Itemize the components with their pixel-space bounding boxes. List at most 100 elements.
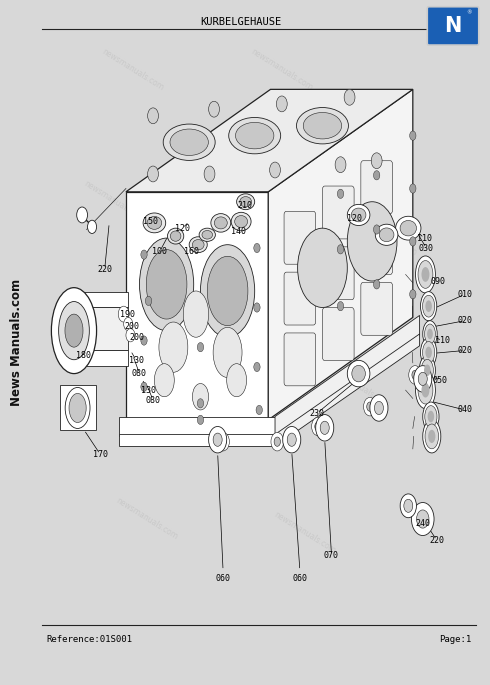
Circle shape xyxy=(412,503,434,536)
Ellipse shape xyxy=(193,384,209,410)
Text: 130: 130 xyxy=(129,356,144,365)
Circle shape xyxy=(77,207,88,223)
Circle shape xyxy=(276,96,287,112)
Text: 060: 060 xyxy=(216,574,231,583)
Ellipse shape xyxy=(419,356,436,385)
Circle shape xyxy=(367,402,373,411)
Circle shape xyxy=(197,342,204,352)
Text: 220: 220 xyxy=(429,536,444,545)
FancyBboxPatch shape xyxy=(59,385,96,429)
Text: 210: 210 xyxy=(237,201,252,210)
Polygon shape xyxy=(64,308,128,351)
Circle shape xyxy=(364,397,376,416)
Circle shape xyxy=(141,382,147,391)
Text: 200: 200 xyxy=(124,321,139,330)
Ellipse shape xyxy=(421,267,429,282)
Circle shape xyxy=(204,166,215,182)
Text: N: N xyxy=(444,16,462,36)
Circle shape xyxy=(338,301,343,311)
FancyBboxPatch shape xyxy=(284,272,316,325)
Ellipse shape xyxy=(193,240,204,250)
Ellipse shape xyxy=(65,388,90,428)
Ellipse shape xyxy=(418,260,433,288)
Text: 230: 230 xyxy=(310,409,324,418)
Text: KURBELGEHAUSE: KURBELGEHAUSE xyxy=(200,17,282,27)
Ellipse shape xyxy=(183,291,209,337)
Polygon shape xyxy=(275,334,419,447)
Text: 190: 190 xyxy=(120,310,135,319)
Circle shape xyxy=(141,336,147,345)
Circle shape xyxy=(274,437,280,447)
Circle shape xyxy=(126,329,135,342)
Circle shape xyxy=(118,306,129,322)
Circle shape xyxy=(88,221,97,234)
Circle shape xyxy=(410,184,416,193)
Ellipse shape xyxy=(297,228,347,308)
Circle shape xyxy=(197,237,204,246)
Polygon shape xyxy=(119,434,275,447)
Text: 050: 050 xyxy=(432,375,447,385)
Text: 020: 020 xyxy=(457,316,472,325)
Ellipse shape xyxy=(423,321,437,347)
Text: 150: 150 xyxy=(143,217,158,226)
Text: newsmanuals.com: newsmanuals.com xyxy=(114,497,179,542)
Ellipse shape xyxy=(213,327,242,377)
Ellipse shape xyxy=(420,338,437,367)
Ellipse shape xyxy=(199,228,216,241)
Circle shape xyxy=(283,427,301,453)
Ellipse shape xyxy=(231,212,251,231)
Circle shape xyxy=(254,243,260,253)
Ellipse shape xyxy=(418,376,433,404)
Circle shape xyxy=(410,290,416,299)
Text: newsmanuals.com: newsmanuals.com xyxy=(326,364,391,410)
Circle shape xyxy=(254,303,260,312)
Ellipse shape xyxy=(163,124,215,160)
Circle shape xyxy=(270,162,280,178)
Circle shape xyxy=(220,437,226,447)
Ellipse shape xyxy=(303,112,342,139)
Circle shape xyxy=(373,225,380,234)
Text: newsmanuals.com: newsmanuals.com xyxy=(191,351,256,396)
Ellipse shape xyxy=(428,411,434,423)
Ellipse shape xyxy=(423,420,441,453)
Circle shape xyxy=(197,415,204,425)
Polygon shape xyxy=(64,292,128,308)
Ellipse shape xyxy=(347,201,397,281)
Circle shape xyxy=(370,395,388,421)
FancyBboxPatch shape xyxy=(322,247,354,300)
Polygon shape xyxy=(64,351,128,366)
Text: 010: 010 xyxy=(457,290,472,299)
Circle shape xyxy=(197,399,204,408)
Ellipse shape xyxy=(425,424,439,449)
Text: 180: 180 xyxy=(76,351,92,360)
Text: newsmanuals.com: newsmanuals.com xyxy=(249,47,315,92)
Circle shape xyxy=(400,494,416,518)
Ellipse shape xyxy=(147,216,162,229)
Ellipse shape xyxy=(235,216,247,227)
FancyBboxPatch shape xyxy=(361,282,392,335)
Circle shape xyxy=(209,427,227,453)
Ellipse shape xyxy=(200,245,255,337)
Text: 040: 040 xyxy=(457,406,472,414)
Circle shape xyxy=(271,432,284,451)
FancyBboxPatch shape xyxy=(427,7,479,45)
Ellipse shape xyxy=(227,364,246,397)
Ellipse shape xyxy=(347,360,370,387)
Text: 020: 020 xyxy=(457,346,472,355)
FancyBboxPatch shape xyxy=(284,211,316,264)
Circle shape xyxy=(338,189,343,199)
Text: Page:1: Page:1 xyxy=(440,635,471,644)
Text: ®: ® xyxy=(466,11,472,16)
Circle shape xyxy=(320,421,329,434)
Circle shape xyxy=(123,317,133,331)
Polygon shape xyxy=(268,89,413,420)
Ellipse shape xyxy=(170,129,208,155)
Circle shape xyxy=(414,366,432,392)
Circle shape xyxy=(412,371,418,379)
Text: 200: 200 xyxy=(130,333,145,342)
Circle shape xyxy=(312,417,324,436)
FancyBboxPatch shape xyxy=(322,186,354,239)
FancyBboxPatch shape xyxy=(322,308,354,360)
Text: 100: 100 xyxy=(152,247,167,256)
Ellipse shape xyxy=(421,360,433,381)
